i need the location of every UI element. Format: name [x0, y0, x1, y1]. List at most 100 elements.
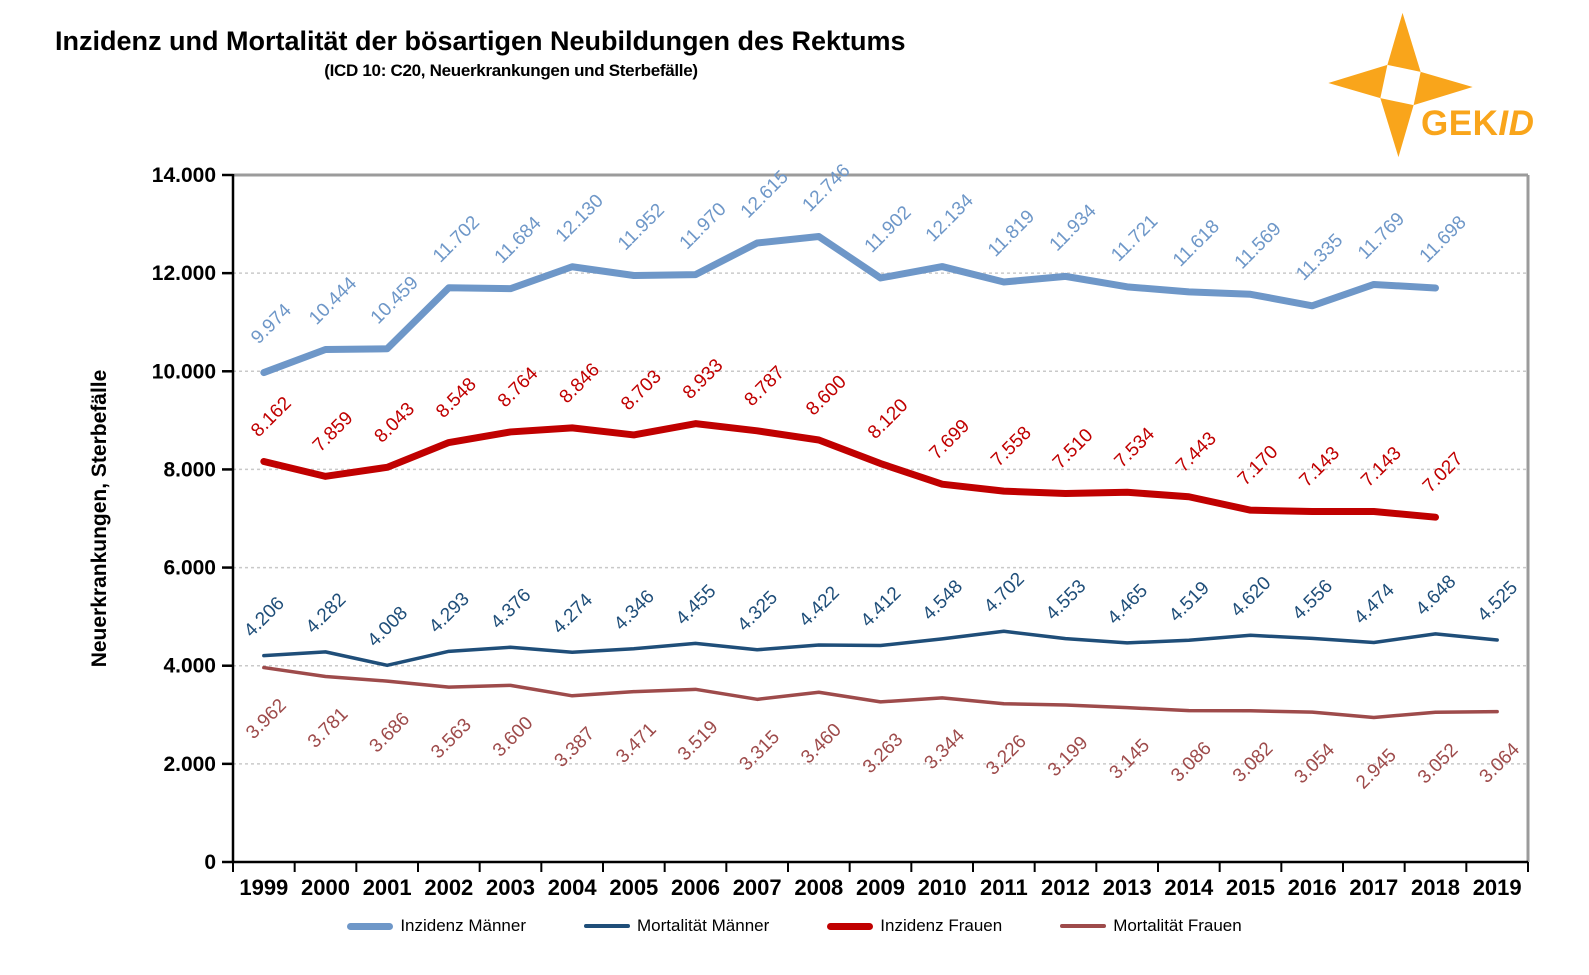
series-line-1	[260, 233, 1439, 377]
data-label: 12.130	[552, 190, 608, 246]
x-tick-label: 2004	[548, 875, 598, 900]
title-block: Inzidenz und Mortalität der bösartigen N…	[55, 26, 967, 81]
series-line-2	[262, 629, 1499, 668]
data-label: 3.145	[1106, 735, 1154, 783]
data-label: 11.902	[861, 202, 916, 257]
data-label: 2.945	[1352, 745, 1400, 793]
data-label: 7.699	[926, 416, 974, 464]
chart-legend: Inzidenz Männer Mortalität Männer Inzide…	[0, 916, 1589, 936]
gekid-logo-text: GEKID	[1421, 104, 1534, 144]
legend-swatch-inzidenz-maenner	[347, 922, 394, 930]
x-tick-label: 2008	[794, 875, 843, 900]
data-label: 3.387	[551, 723, 599, 771]
legend-swatch-mortalitaet-frauen	[1060, 924, 1107, 928]
y-tick-label: 2.000	[163, 753, 216, 776]
data-label: 10.444	[305, 273, 361, 329]
data-label: 11.952	[614, 200, 669, 255]
data-label: 3.226	[982, 731, 1030, 779]
data-label: 8.787	[741, 362, 789, 410]
y-tick-label: 6.000	[163, 557, 216, 580]
legend-item-inzidenz-maenner: Inzidenz Männer	[347, 916, 526, 936]
legend-swatch-mortalitaet-maenner	[584, 924, 630, 928]
x-tick-label: 2016	[1288, 875, 1337, 900]
data-label: 11.684	[491, 213, 546, 268]
x-tick-label: 2000	[301, 875, 350, 900]
x-tick-label: 2017	[1349, 875, 1398, 900]
x-tick-label: 2018	[1411, 875, 1460, 900]
gekid-logo: GEKID	[1318, 10, 1568, 160]
legend-label: Inzidenz Männer	[400, 916, 526, 935]
series-line-4	[262, 665, 1499, 720]
data-label: 4.008	[364, 603, 412, 651]
data-label: 12.746	[799, 160, 855, 216]
data-label: 3.519	[674, 717, 722, 765]
data-label: 4.525	[1474, 577, 1522, 625]
data-label: 3.315	[736, 727, 784, 775]
y-axis-title: Neuerkrankungen, Sterbefälle	[88, 370, 111, 668]
data-label: 11.698	[1416, 212, 1471, 267]
data-label: 3.962	[242, 695, 290, 743]
legend-label: Mortalität Frauen	[1113, 916, 1242, 935]
legend-label: Mortalität Männer	[637, 916, 770, 935]
data-label: 4.206	[240, 593, 288, 641]
data-label: 3.471	[612, 719, 660, 767]
data-label: 7.143	[1296, 443, 1344, 491]
data-label: 4.346	[610, 586, 658, 634]
y-tick-label: 4.000	[163, 655, 216, 678]
data-label: 9.974	[247, 300, 296, 349]
y-tick-label: 12.000	[152, 262, 216, 285]
data-label: 8.548	[432, 374, 480, 422]
data-label: 8.846	[556, 359, 604, 407]
data-label: 3.686	[366, 709, 414, 757]
data-label: 4.556	[1289, 576, 1337, 624]
data-label: 11.819	[984, 206, 1039, 261]
data-label: 11.721	[1107, 211, 1162, 266]
legend-item-inzidenz-frauen: Inzidenz Frauen	[827, 916, 1002, 936]
gekid-pinwheel-icon	[1328, 12, 1473, 158]
data-label: 3.199	[1044, 732, 1092, 780]
data-label: 7.859	[309, 408, 357, 456]
data-label: 4.620	[1227, 573, 1275, 621]
data-label: 3.781	[304, 704, 352, 752]
y-tick-label: 0	[204, 851, 216, 874]
gekid-logo-text-bold: GEK	[1421, 104, 1499, 143]
data-label: 4.376	[487, 585, 535, 633]
data-label: 3.600	[489, 713, 537, 761]
x-tick-label: 2019	[1473, 875, 1522, 900]
data-label: 4.412	[857, 583, 905, 631]
legend-item-mortalitaet-frauen: Mortalität Frauen	[1060, 916, 1242, 936]
data-label: 3.082	[1229, 738, 1277, 786]
data-label: 8.162	[247, 393, 295, 441]
y-tick-label: 8.000	[163, 458, 216, 481]
x-tick-label: 2003	[486, 875, 535, 900]
x-tick-label: 2002	[424, 875, 473, 900]
x-tick-label: 2001	[363, 875, 412, 900]
x-tick-label: 2013	[1103, 875, 1152, 900]
data-label: 4.548	[919, 576, 967, 624]
data-label: 11.618	[1169, 216, 1224, 271]
data-label: 8.120	[864, 395, 912, 443]
series-line-3	[260, 420, 1439, 521]
page-subtitle: (ICD 10: C20, Neuerkrankungen und Sterbe…	[324, 61, 698, 80]
legend-item-mortalitaet-maenner: Mortalität Männer	[584, 916, 769, 936]
data-label: 4.553	[1042, 576, 1090, 624]
data-label: 4.422	[795, 582, 843, 630]
data-label: 12.134	[922, 190, 978, 246]
y-tick-label: 10.000	[152, 360, 216, 383]
page-title: Inzidenz und Mortalität der bösartigen N…	[55, 26, 906, 56]
data-label: 4.648	[1412, 571, 1460, 619]
data-label: 7.143	[1357, 443, 1405, 491]
data-label: 4.465	[1104, 580, 1152, 628]
data-label: 8.600	[802, 371, 850, 419]
data-label: 3.344	[921, 725, 970, 774]
data-label: 4.293	[425, 589, 473, 637]
data-label: 7.510	[1049, 425, 1097, 473]
data-label: 8.703	[617, 366, 665, 414]
data-label: 4.274	[549, 589, 598, 638]
x-tick-label: 2009	[856, 875, 905, 900]
data-label: 4.455	[672, 581, 720, 629]
legend-swatch-inzidenz-frauen	[827, 922, 874, 930]
data-label: 3.263	[859, 729, 907, 777]
data-label: 8.043	[371, 399, 419, 447]
